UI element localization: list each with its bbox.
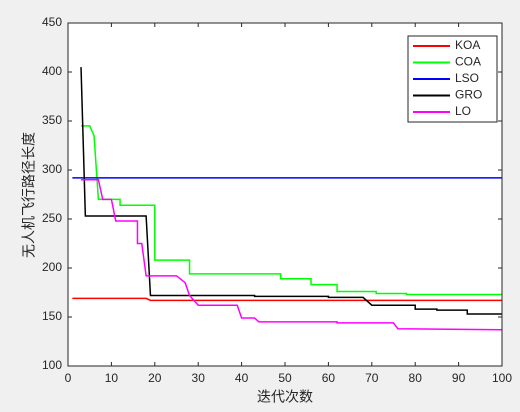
- legend-label: KOA: [455, 38, 480, 52]
- series-line: [72, 297, 502, 302]
- y-tick-label: 100: [42, 358, 62, 372]
- legend-label: LO: [455, 104, 471, 118]
- x-tick-label: 90: [452, 371, 466, 385]
- y-tick-label: 150: [42, 309, 62, 323]
- series-line: [81, 179, 503, 331]
- x-tick-label: 70: [365, 371, 379, 385]
- legend-label: COA: [455, 55, 481, 69]
- x-tick-label: 100: [492, 371, 512, 385]
- y-tick-label: 250: [42, 211, 62, 225]
- x-tick-label: 40: [235, 371, 249, 385]
- legend-label: LSO: [455, 71, 479, 85]
- x-tick-label: 30: [192, 371, 206, 385]
- y-tick-label: 200: [42, 260, 62, 274]
- x-tick-label: 80: [409, 371, 423, 385]
- legend-label: GRO: [455, 88, 482, 102]
- x-tick-label: 60: [322, 371, 336, 385]
- axes-box: [67, 22, 503, 367]
- x-axis-label: 迭代次数: [257, 389, 313, 405]
- x-tick-label: 0: [65, 371, 72, 385]
- x-tick-label: 10: [105, 371, 119, 385]
- y-tick-label: 350: [42, 113, 62, 127]
- x-tick-label: 20: [148, 371, 162, 385]
- y-tick-label: 450: [42, 15, 62, 29]
- series-line: [80, 67, 502, 315]
- y-axis-label: 无人机飞行路径长度: [21, 132, 37, 258]
- y-tick-label: 300: [42, 162, 62, 176]
- y-tick-label: 400: [42, 64, 62, 78]
- x-tick-label: 50: [278, 371, 292, 385]
